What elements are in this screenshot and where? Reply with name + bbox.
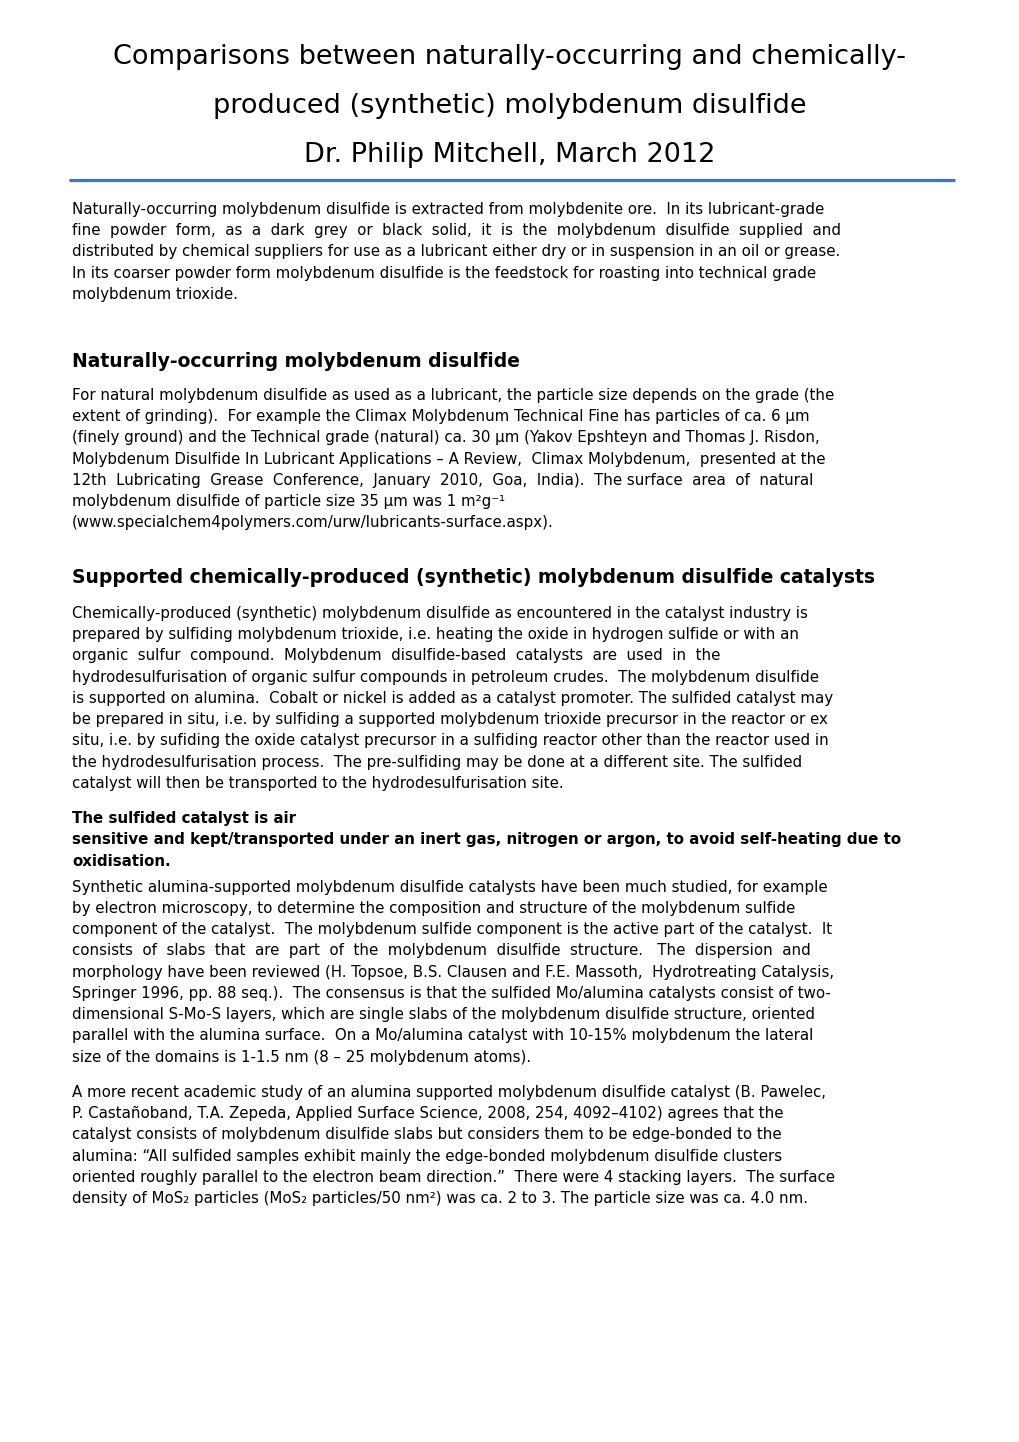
- Text: Supported chemically-produced (synthetic) molybdenum disulfide catalysts: Supported chemically-produced (synthetic…: [72, 568, 874, 587]
- Text: A more recent academic study of an alumina supported molybdenum disulfide cataly: A more recent academic study of an alumi…: [72, 1084, 835, 1206]
- Text: Synthetic alumina-supported molybdenum disulfide catalysts have been much studie: Synthetic alumina-supported molybdenum d…: [72, 880, 834, 1064]
- Text: produced (synthetic) molybdenum disulfide: produced (synthetic) molybdenum disulfid…: [213, 92, 806, 120]
- Text: Chemically-produced (synthetic) molybdenum disulfide as encountered in the catal: Chemically-produced (synthetic) molybden…: [72, 606, 833, 790]
- Text: Naturally-occurring molybdenum disulfide: Naturally-occurring molybdenum disulfide: [72, 352, 520, 371]
- Text: Dr. Philip Mitchell, March 2012: Dr. Philip Mitchell, March 2012: [304, 141, 715, 169]
- Text: The sulfided catalyst is air
sensitive and kept/transported under an inert gas, : The sulfided catalyst is air sensitive a…: [72, 812, 900, 868]
- Text: For natural molybdenum disulfide as used as a lubricant, the particle size depen: For natural molybdenum disulfide as used…: [72, 388, 834, 531]
- Text: Comparisons between naturally-occurring and chemically-: Comparisons between naturally-occurring …: [113, 45, 906, 71]
- Text: Naturally-occurring molybdenum disulfide is extracted from molybdenite ore.  In : Naturally-occurring molybdenum disulfide…: [72, 202, 841, 301]
